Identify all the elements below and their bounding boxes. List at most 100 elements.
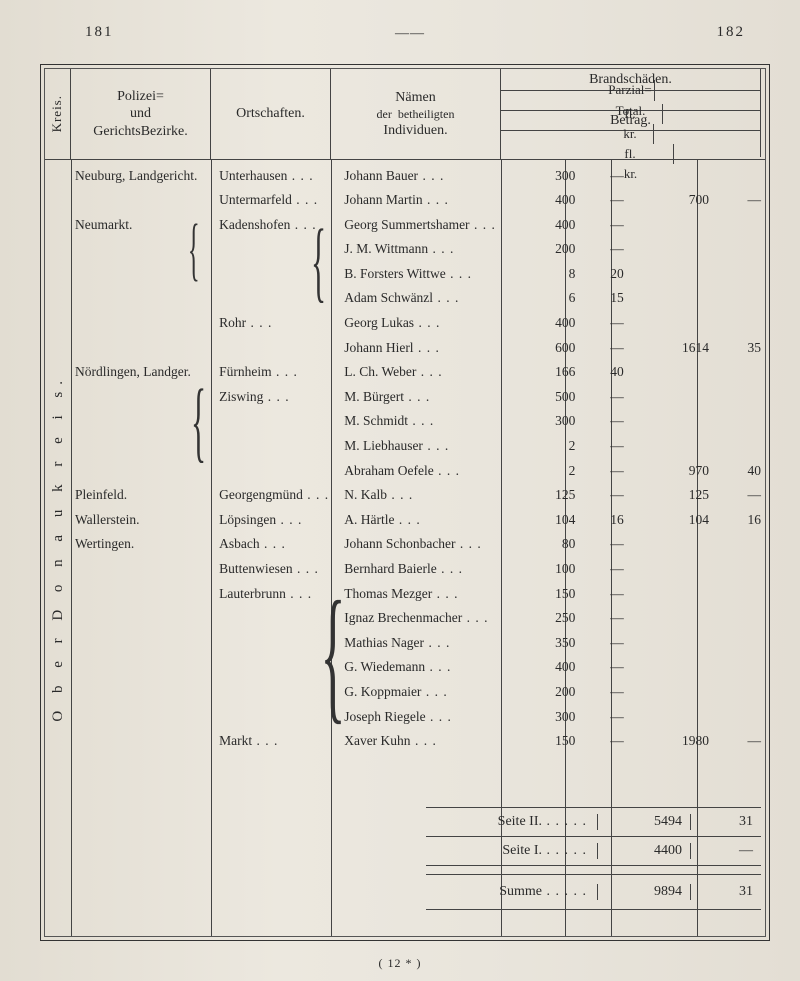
cell-total-fl: 1980 [628, 729, 713, 754]
cell-namen: Joseph Riegele [340, 704, 514, 729]
cell-parzial-kr: — [579, 434, 627, 459]
table-row: UntermarfeldJohann Martin400—700— [71, 188, 765, 213]
cell-parzial-fl: 300 [514, 704, 579, 729]
cell-total-kr [713, 261, 765, 286]
cell-namen: Abraham Oefele [340, 458, 514, 483]
cell-total-fl [628, 630, 713, 655]
col-header-namen-l2: der betheiligten [377, 107, 455, 122]
cell-bezirk [71, 679, 215, 704]
table-row: Pleinfeld.GeorgengmündN. Kalb125—125— [71, 483, 765, 508]
cell-parzial-kr: 20 [579, 261, 627, 286]
cell-parzial-fl: 400 [514, 212, 579, 237]
cell-namen: Bernhard Baierle [340, 557, 514, 582]
cell-total-kr [713, 434, 765, 459]
col-header-bezirk: Polizei= und GerichtsBezirke. [71, 69, 211, 159]
cell-ort: Asbach [215, 532, 340, 557]
header-dash: —— [395, 26, 425, 42]
cell-total-fl [628, 434, 713, 459]
cell-total-kr [713, 212, 765, 237]
cell-parzial-kr: — [579, 581, 627, 606]
cell-total-fl [628, 286, 713, 311]
col-header-brand: Brandschäden. Parzial= Total. Betrag. fl… [501, 69, 761, 159]
cell-total-fl [628, 409, 713, 434]
cell-parzial-fl: 166 [514, 360, 579, 385]
cell-parzial-kr: — [579, 458, 627, 483]
cell-parzial-kr: — [579, 532, 627, 557]
cell-parzial-fl: 300 [514, 163, 579, 188]
subtotal-label: Seite II. [498, 814, 542, 829]
table-row: Ignaz Brechenmacher250— [71, 606, 765, 631]
subtotal-row: Seite II. 5494 31 [426, 807, 761, 836]
cell-namen: B. Forsters Wittwe [340, 261, 514, 286]
unit-parzial-kr: kr. [608, 124, 654, 144]
cell-total-fl [628, 532, 713, 557]
cell-total-kr [713, 237, 765, 262]
cell-parzial-kr: — [579, 163, 627, 188]
cell-namen: A. Härtle [340, 507, 514, 532]
cell-total-kr [713, 679, 765, 704]
cell-ort: Untermarfeld [215, 188, 340, 213]
cell-parzial-kr: 16 [579, 507, 627, 532]
cell-parzial-kr: — [579, 188, 627, 213]
cell-parzial-fl: 100 [514, 557, 579, 582]
cell-namen: Georg Summertshamer [340, 212, 514, 237]
cell-namen: Johann Schonbacher [340, 532, 514, 557]
cell-ort: Ziswing [215, 384, 340, 409]
cell-total-fl [628, 261, 713, 286]
cell-total-fl: 104 [628, 507, 713, 532]
cell-total-fl [628, 679, 713, 704]
cell-total-kr [713, 704, 765, 729]
cell-namen: M. Schmidt [340, 409, 514, 434]
table-row: G. Wiedemann400— [71, 655, 765, 680]
cell-parzial-kr: — [579, 335, 627, 360]
cell-parzial-kr: — [579, 729, 627, 754]
cell-parzial-fl: 150 [514, 581, 579, 606]
cell-ort [215, 434, 340, 459]
cell-namen: Mathias Nager [340, 630, 514, 655]
cell-namen: G. Koppmaier [340, 679, 514, 704]
cell-ort: Rohr [215, 311, 340, 336]
cell-parzial-fl: 400 [514, 188, 579, 213]
table-row: Johann Hierl600—161435 [71, 335, 765, 360]
table-row: ZiswingM. Bürgert500— [71, 384, 765, 409]
table-row: M. Schmidt300— [71, 409, 765, 434]
table-row: B. Forsters Wittwe820 [71, 261, 765, 286]
cell-parzial-kr: — [579, 384, 627, 409]
subtotal-kr: — [690, 843, 761, 859]
cell-bezirk [71, 630, 215, 655]
cell-ort [215, 409, 340, 434]
cell-total-kr [713, 532, 765, 557]
table-row: Wertingen.AsbachJohann Schonbacher80— [71, 532, 765, 557]
table-header: Kreis. Polizei= und GerichtsBezirke. Ort… [45, 69, 765, 159]
cell-ort: Unterhausen [215, 163, 340, 188]
table-row: Neuburg, Landgericht.UnterhausenJohann B… [71, 163, 765, 188]
cell-bezirk [71, 188, 215, 213]
cell-total-kr [713, 581, 765, 606]
cell-namen: J. M. Wittmann [340, 237, 514, 262]
cell-total-fl [628, 655, 713, 680]
cell-namen: M. Liebhauser [340, 434, 514, 459]
cell-parzial-fl: 400 [514, 655, 579, 680]
brace-icon: { [320, 579, 345, 729]
cell-total-kr [713, 557, 765, 582]
cell-ort [215, 458, 340, 483]
brace-icon: { [188, 215, 200, 285]
cell-bezirk: Pleinfeld. [71, 483, 215, 508]
cell-total-fl [628, 581, 713, 606]
cell-parzial-kr: — [579, 704, 627, 729]
cell-total-fl [628, 311, 713, 336]
cell-parzial-fl: 6 [514, 286, 579, 311]
subtotal-fl: 5494 [597, 814, 690, 830]
cell-parzial-fl: 350 [514, 630, 579, 655]
cell-namen: Johann Bauer [340, 163, 514, 188]
brace-icon: { [191, 377, 206, 467]
cell-ort: Fürnheim [215, 360, 340, 385]
cell-parzial-fl: 80 [514, 532, 579, 557]
cell-bezirk [71, 311, 215, 336]
col-header-bezirk-l2: und [130, 105, 151, 123]
cell-bezirk [71, 606, 215, 631]
table-row: Joseph Riegele300— [71, 704, 765, 729]
cell-parzial-fl: 125 [514, 483, 579, 508]
cell-parzial-fl: 2 [514, 458, 579, 483]
brand-units: fl. kr. fl. kr. [501, 131, 761, 157]
